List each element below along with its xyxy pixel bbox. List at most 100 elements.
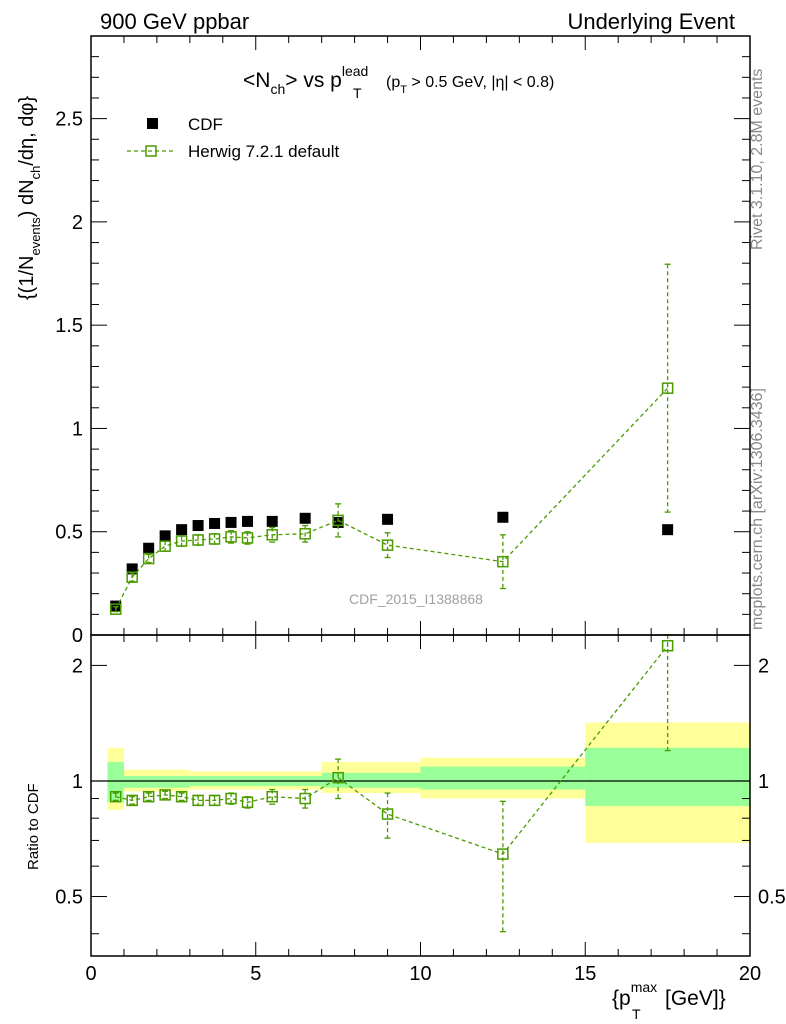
mc-main-line [115, 387, 669, 610]
mc-ratio-point-12 [381, 808, 394, 820]
mc-main-point-7 [225, 531, 237, 543]
y-tick-label-ratio-left-0: 0.5 [55, 887, 83, 909]
y-tick-label-main-5: 2.5 [55, 109, 83, 131]
axis-ticks: 0 5 10 15 20 0 0.5 1 1.5 2 2.5 0.5 0.5 1 1 2 2 [55, 36, 786, 985]
mc-main-point-4 [175, 535, 188, 547]
mc-ratio-point-5 [192, 794, 204, 807]
mc-ratio-point-10 [299, 792, 311, 805]
cdf-point-14 [662, 524, 674, 536]
band-inner-1 [123, 776, 190, 788]
title-main: <N [243, 69, 270, 92]
analysis-watermark: CDF_2015_I1388868 [349, 591, 483, 607]
x-tick-label-20: 20 [739, 963, 761, 985]
cdf-point-3 [159, 530, 171, 542]
title-cuts-open: (p [386, 74, 400, 91]
main-data-series [109, 263, 674, 615]
mc-ratio-point-8 [241, 796, 254, 809]
ylabel-mid: ) dN [16, 179, 38, 217]
band-inner-5 [585, 747, 750, 807]
legend-cdf-label: CDF [188, 115, 223, 134]
y-tick-label-main-2: 1 [72, 418, 83, 440]
title-cuts-rest: > 0.5 GeV, |η| < 0.8) [407, 74, 554, 91]
x-tick-label-15: 15 [574, 963, 596, 985]
cdf-point-5 [192, 520, 204, 532]
mc-main-point-3 [159, 540, 171, 552]
mc-ratio-point-14 [661, 640, 674, 652]
cdf-point-4 [176, 524, 188, 536]
legend-mc-marker [145, 145, 157, 157]
x-axis-label: {pmax [612, 979, 657, 1010]
xlabel-sup: max [631, 979, 657, 995]
mc-ratio-point-11 [332, 771, 344, 784]
cdf-point-13 [497, 511, 509, 523]
ylabel-end: /dη, dφ} [16, 96, 38, 166]
energy-label: 900 GeV ppbar [100, 9, 249, 34]
mc-ratio-point-3 [159, 789, 171, 801]
mc-ratio-point-0 [109, 790, 122, 803]
cdf-point-8 [242, 515, 254, 527]
title-p-sup: lead [342, 63, 368, 79]
y-tick-label-main-4: 2 [72, 212, 83, 234]
y-tick-label-ratio-right-2: 2 [758, 655, 769, 677]
title-cuts-sub: T [400, 84, 407, 96]
mc-main-point-6 [208, 533, 221, 545]
mc-main-point-9 [266, 529, 278, 541]
mc-ratio-point-7 [225, 792, 237, 805]
cdf-point-6 [209, 517, 221, 529]
mc-main-point-12 [381, 539, 394, 551]
y-axis-label-main: {(1/Nevents) dNch/dη, dφ} [16, 96, 43, 300]
cdf-point-9 [266, 515, 278, 527]
mc-ratio-point-6 [208, 794, 221, 807]
y-tick-label-ratio-right-1: 1 [758, 771, 769, 793]
band-inner-4 [420, 766, 586, 790]
mc-main-point-0 [109, 603, 122, 615]
mc-main-point-5 [192, 534, 204, 546]
plot-title: <Nch> vs plead [243, 63, 368, 97]
cdf-point-7 [225, 516, 237, 528]
mc-main-point-13 [497, 555, 509, 568]
cdf-point-11 [332, 516, 344, 528]
mc-ratio-point-2 [142, 790, 155, 803]
xlabel-sub: T [632, 1006, 641, 1022]
mc-ratio-point-13 [497, 848, 509, 860]
cdf-point-12 [382, 513, 394, 525]
title-main-sub: ch [270, 81, 285, 97]
y-tick-label-main-1: 0.5 [55, 522, 83, 544]
mc-main-point-11 [332, 514, 344, 527]
cdf-point-1 [126, 563, 138, 575]
mc-main-point-8 [241, 532, 254, 544]
title-cuts: (pT > 0.5 GeV, |η| < 0.8) [386, 74, 554, 96]
mc-main-point-14 [661, 382, 674, 394]
cdf-point-10 [299, 512, 311, 524]
mc-ratio-line [115, 645, 669, 855]
mc-ratio-point-4 [175, 790, 188, 803]
y-axis-label-ratio: Ratio to CDF [25, 783, 42, 870]
ylabel-open: {(1/N [16, 256, 38, 300]
y-tick-label-main-3: 1.5 [55, 315, 83, 337]
x-tick-label-10: 10 [409, 963, 431, 985]
mc-main-point-2 [142, 552, 155, 565]
ratio-data-series [109, 634, 674, 933]
mc-main-point-1 [126, 571, 138, 583]
y-tick-label-ratio-left-2: 2 [72, 655, 83, 677]
x-tick-label-0: 0 [85, 963, 96, 985]
y-tick-label-ratio-right-0: 0.5 [758, 887, 786, 909]
ratio-bands [107, 722, 750, 843]
xlabel-close: [GeV]} [665, 987, 726, 1010]
cdf-point-2 [143, 542, 155, 554]
mcplots-label: mcplots.cern.ch [arXiv:1306.3436] [749, 388, 766, 630]
rivet-label: Rivet 3.1.10, 2.8M events [749, 69, 766, 250]
mc-ratio-point-9 [266, 790, 278, 803]
y-tick-label-main-0: 0 [72, 625, 83, 647]
x-tick-label-5: 5 [250, 963, 261, 985]
title-vs: > vs p [285, 69, 342, 92]
y-tick-label-ratio-left-1: 1 [72, 771, 83, 793]
legend-mc-label: Herwig 7.2.1 default [188, 142, 339, 161]
ylabel-sub1: events [28, 217, 43, 256]
xlabel-open: {p [612, 987, 631, 1010]
title-p-sub: T [353, 85, 362, 101]
ylabel-sub2: ch [28, 166, 43, 180]
analysis-label: Underlying Event [567, 9, 735, 34]
mc-ratio-point-1 [126, 794, 138, 807]
